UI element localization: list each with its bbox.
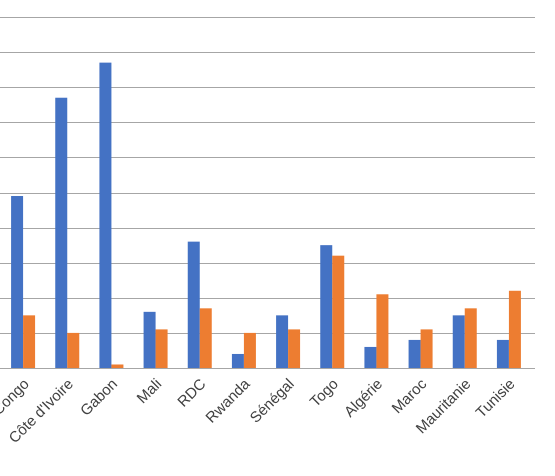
bar [508, 290, 521, 368]
bar [276, 315, 289, 368]
bar [55, 97, 68, 368]
x-tick-label: Maroc [389, 375, 431, 417]
x-tick-label: Gabon [77, 376, 121, 420]
bar [464, 308, 477, 368]
bar [231, 353, 244, 368]
bar [376, 294, 389, 368]
bar [11, 196, 24, 368]
x-tick-label: Tunisie [473, 376, 519, 422]
x-tick-label: Algérie [341, 376, 386, 421]
bar [67, 332, 80, 368]
bar [288, 329, 301, 368]
x-tick-label: Rwanda [203, 375, 254, 426]
bar [143, 311, 156, 368]
bar [243, 332, 256, 368]
bar [332, 255, 345, 368]
bar [408, 339, 421, 368]
x-tick-label: Mali [134, 376, 165, 407]
bar [187, 241, 200, 368]
bar [99, 62, 112, 368]
x-tick-label: RDC [174, 375, 209, 410]
bar [155, 329, 168, 368]
bar [23, 315, 36, 368]
x-tick-label: Sénégal [247, 376, 298, 427]
bar [452, 315, 465, 368]
bar [420, 329, 433, 368]
bar [320, 245, 333, 368]
bar [111, 364, 124, 368]
bar [199, 308, 212, 368]
bar [364, 346, 377, 368]
x-tick-label: Togo [307, 376, 342, 411]
bar [496, 339, 509, 368]
